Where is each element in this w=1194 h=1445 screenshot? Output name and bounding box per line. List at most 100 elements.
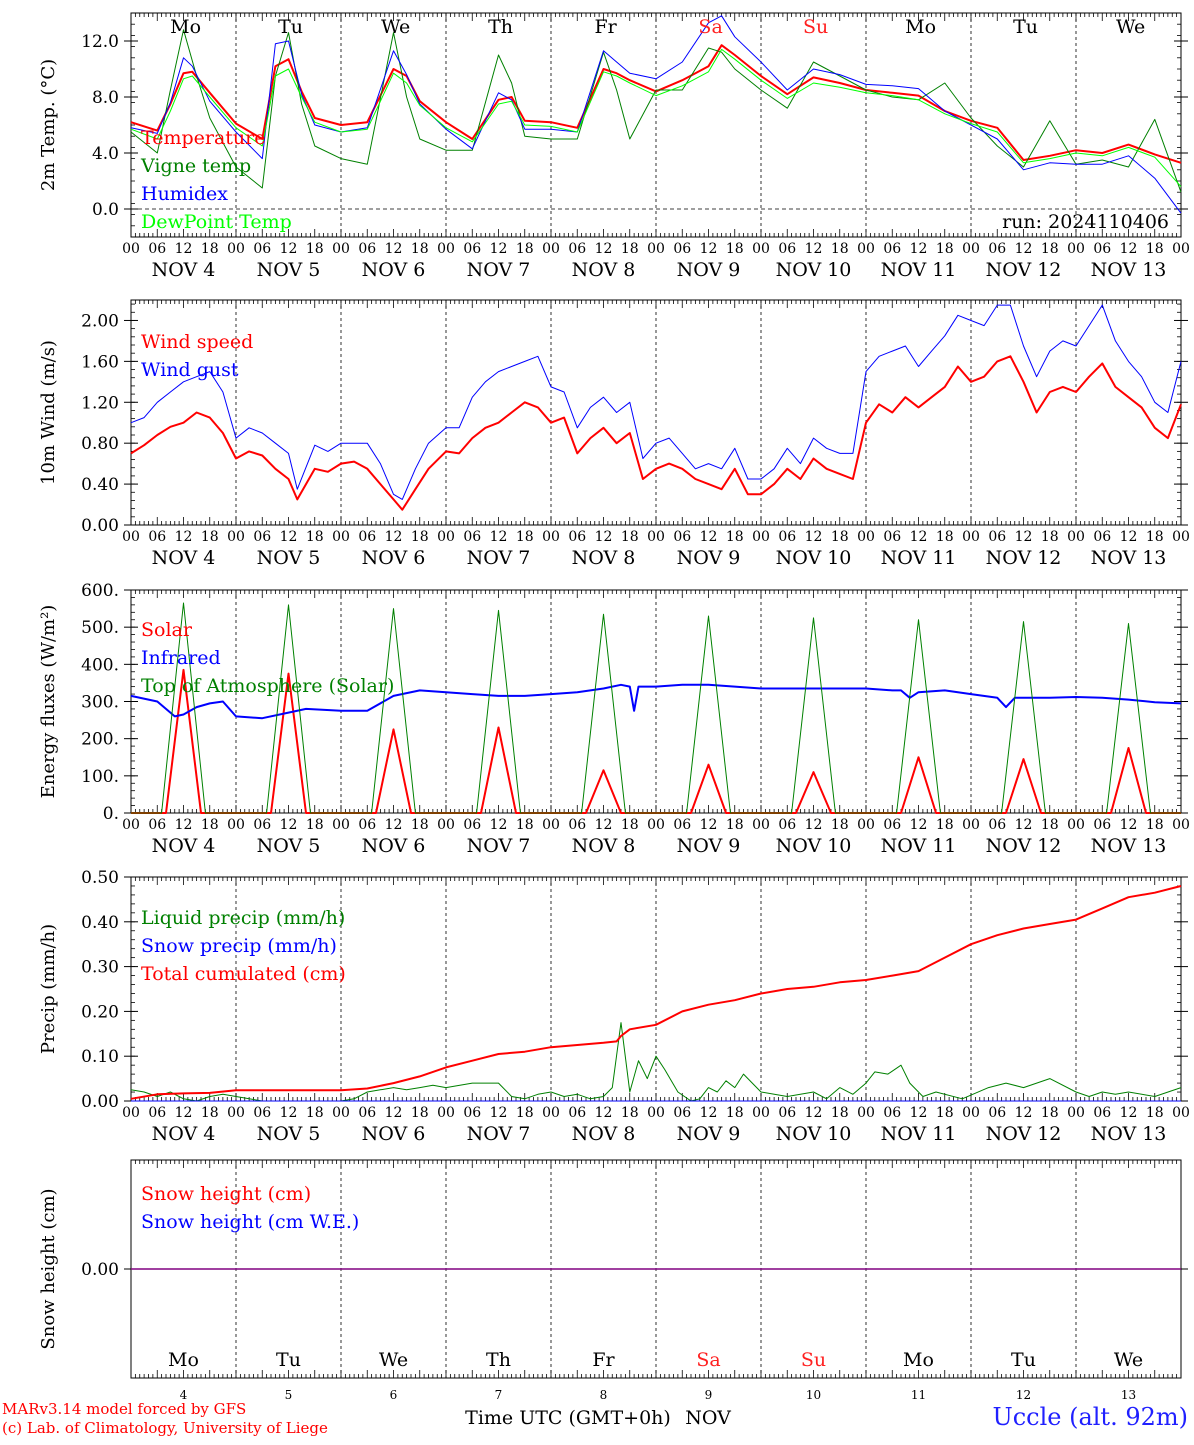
hour-label: 06 — [358, 241, 376, 257]
y-tick-label: 0.00 — [81, 1092, 119, 1112]
legend-entry: Top of Atmosphere (Solar) — [141, 675, 394, 697]
hour-label: 00 — [962, 817, 980, 833]
hour-label: 00 — [857, 529, 875, 545]
hour-label: 06 — [568, 529, 586, 545]
hour-label: 18 — [831, 817, 849, 833]
date-label: NOV 5 — [257, 259, 321, 281]
hour-label: 18 — [621, 817, 639, 833]
hour-label: 06 — [358, 1105, 376, 1121]
hour-label: 12 — [175, 1105, 193, 1121]
hour-label: 18 — [201, 529, 219, 545]
legend-entry: Temperature — [141, 127, 265, 149]
legend-entry: Infrared — [141, 647, 221, 669]
day-number: 4 — [180, 1388, 188, 1402]
hour-label: 12 — [490, 817, 508, 833]
day-name-bottom: We — [379, 1349, 408, 1371]
day-name-bottom: Sa — [696, 1349, 720, 1371]
hour-label: 12 — [595, 1105, 613, 1121]
hour-label: 06 — [253, 529, 271, 545]
hour-label: 00 — [647, 1105, 665, 1121]
date-label: NOV 9 — [677, 835, 741, 857]
date-label: NOV 10 — [776, 835, 852, 857]
hour-label: 18 — [1146, 817, 1164, 833]
hour-label: 12 — [490, 529, 508, 545]
legend-entry: DewPoint Temp — [141, 211, 292, 233]
hour-label: 12 — [910, 817, 928, 833]
y-tick-label: 100. — [81, 767, 119, 787]
date-label: NOV 13 — [1091, 835, 1167, 857]
hour-label: 06 — [148, 241, 166, 257]
hour-label: 12 — [805, 817, 823, 833]
series-line-2 — [130, 683, 1182, 720]
day-name-top: Su — [803, 16, 828, 38]
hour-label: 12 — [280, 817, 298, 833]
hour-label: 18 — [1146, 529, 1164, 545]
hour-label: 18 — [1146, 1105, 1164, 1121]
day-number: 9 — [705, 1388, 713, 1402]
day-number: 6 — [390, 1388, 398, 1402]
hour-label: 18 — [726, 817, 744, 833]
hour-label: 06 — [883, 1105, 901, 1121]
date-label: NOV 12 — [986, 1123, 1062, 1145]
hour-label: 18 — [516, 1105, 534, 1121]
hour-label: 18 — [306, 241, 324, 257]
hour-label: 18 — [936, 529, 954, 545]
series-line-3 — [130, 885, 1182, 1100]
series-line-1 — [130, 355, 1182, 511]
y-tick-label: 0.40 — [81, 475, 119, 495]
hour-label: 12 — [805, 529, 823, 545]
date-label: NOV 4 — [152, 259, 216, 281]
hour-label: 06 — [778, 817, 796, 833]
hour-label: 12 — [910, 529, 928, 545]
hour-label: 06 — [1093, 529, 1111, 545]
day-name-bottom: Tu — [1011, 1349, 1036, 1371]
date-label: NOV 6 — [362, 835, 426, 857]
hour-label: 12 — [910, 1105, 928, 1121]
hour-label: 18 — [726, 1105, 744, 1121]
legend-entry: Humidex — [141, 183, 228, 205]
hour-label: 00 — [332, 529, 350, 545]
hour-label: 00 — [227, 817, 245, 833]
date-label: NOV 4 — [152, 1123, 216, 1145]
legend-entry: Wind gust — [141, 359, 239, 381]
hour-label: 18 — [516, 241, 534, 257]
hour-label: 00 — [122, 529, 140, 545]
legend-entry: Total cumulated (cm) — [141, 963, 346, 985]
hour-label: 18 — [831, 241, 849, 257]
hour-label: 00 — [962, 529, 980, 545]
hour-label: 18 — [306, 529, 324, 545]
date-label: NOV 11 — [881, 547, 957, 569]
date-label: NOV 5 — [257, 547, 321, 569]
hour-label: 18 — [306, 1105, 324, 1121]
legend-entry: Snow height (cm) — [141, 1183, 311, 1205]
hour-label: 18 — [201, 817, 219, 833]
day-number: 5 — [285, 1388, 293, 1402]
hour-label: 00 — [1172, 529, 1190, 545]
date-label: NOV 8 — [572, 547, 636, 569]
date-label: NOV 7 — [467, 1123, 531, 1145]
day-name-top: Fr — [594, 16, 617, 38]
y-tick-label: 12.0 — [81, 32, 119, 52]
day-name-bottom: Th — [486, 1349, 511, 1371]
hour-label: 18 — [1041, 529, 1059, 545]
date-label: NOV 12 — [986, 547, 1062, 569]
hour-label: 00 — [332, 1105, 350, 1121]
hour-label: 00 — [857, 1105, 875, 1121]
credit-model: MARv3.14 model forced by GFS — [2, 1400, 247, 1418]
hour-label: 00 — [1172, 1105, 1190, 1121]
hour-label: 18 — [201, 1105, 219, 1121]
hour-label: 00 — [122, 241, 140, 257]
hour-label: 00 — [857, 241, 875, 257]
date-label: NOV 9 — [677, 547, 741, 569]
hour-label: 18 — [936, 1105, 954, 1121]
hour-label: 00 — [437, 1105, 455, 1121]
day-number: 8 — [600, 1388, 608, 1402]
hour-label: 00 — [647, 241, 665, 257]
hour-label: 00 — [437, 817, 455, 833]
panel-2: 0.00 0.40 0.80 1.20 1.60 2.00 10m Wind (m/s) Wi… — [38, 299, 1190, 569]
hour-label: 06 — [673, 241, 691, 257]
day-name-top: Mo — [905, 16, 936, 38]
hour-label: 12 — [700, 241, 718, 257]
y-tick-label: 0.80 — [81, 434, 119, 454]
hour-label: 12 — [1015, 1105, 1033, 1121]
